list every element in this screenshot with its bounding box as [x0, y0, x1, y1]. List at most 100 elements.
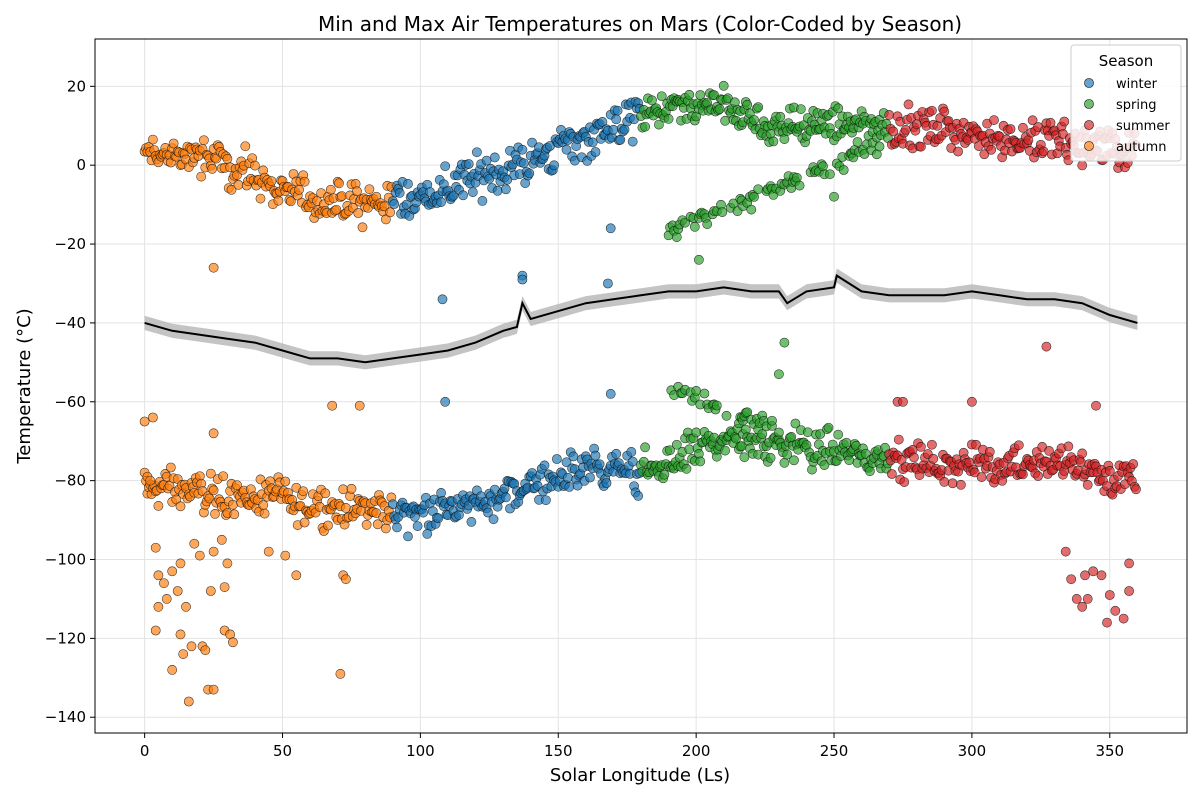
min-temp-point-spring	[731, 433, 741, 444]
max-temp-point-autumn	[207, 163, 218, 174]
mean-line-layer	[144, 274, 1138, 364]
min-temp-point-spring	[789, 455, 799, 466]
legend-marker-autumn	[1084, 141, 1094, 151]
outlier-point-summer	[1102, 617, 1112, 628]
max-temp-point-spring	[779, 134, 790, 144]
min-temp-point-spring	[640, 442, 650, 453]
max-temp-point-winter	[615, 134, 626, 145]
outlier-point-summer	[1041, 341, 1052, 352]
min-temp-point-autumn	[205, 468, 216, 479]
min-temp-point-autumn	[298, 486, 309, 497]
max-temp-point-winter	[611, 114, 622, 125]
min-temp-point-winter	[594, 459, 605, 470]
min-temp-point-spring	[767, 415, 777, 426]
max-temp-point-spring	[852, 137, 863, 147]
min-temp-point-spring	[739, 452, 750, 463]
min-temp-point-autumn	[280, 476, 291, 487]
outlier-point-autumn	[150, 625, 161, 636]
outlier-point-spring	[829, 191, 839, 202]
max-temp-point-spring	[753, 102, 764, 112]
min-temp-point-winter	[466, 517, 477, 527]
max-temp-point-spring	[663, 114, 674, 124]
max-temp-point-autumn	[233, 179, 244, 190]
max-temp-point-spring	[796, 104, 806, 114]
data-points	[139, 80, 1141, 707]
max-temp-point-summer	[953, 146, 963, 157]
max-temp-point-spring	[749, 115, 759, 125]
min-temp-point-summer	[1077, 448, 1088, 459]
y-tick-label: −120	[45, 629, 86, 647]
outlier-point-summer	[1066, 574, 1077, 585]
outlier-point-winter	[605, 389, 616, 399]
max-temp-point-spring	[720, 115, 730, 126]
outlier-point-summer	[1124, 558, 1134, 569]
x-tick-label: 150	[544, 742, 573, 760]
legend-label-winter: winter	[1116, 77, 1158, 92]
outlier-point-autumn	[354, 400, 365, 411]
y-tick-label: −20	[54, 235, 86, 253]
max-temp-point-spring	[874, 141, 885, 152]
min-temp-point-spring	[691, 386, 702, 396]
outlier-point-summer	[1082, 594, 1093, 604]
outlier-point-autumn	[219, 582, 230, 592]
max-temp-point-spring	[714, 104, 725, 114]
min-temp-point-winter	[561, 457, 572, 468]
min-temp-point-winter	[564, 482, 575, 492]
min-temp-point-autumn	[320, 488, 331, 499]
min-temp-point-spring	[659, 469, 670, 480]
min-temp-point-winter	[601, 478, 612, 488]
min-temp-point-spring	[823, 422, 834, 433]
max-temp-point-winter	[467, 187, 478, 197]
min-temp-point-summer	[976, 472, 987, 482]
min-temp-point-summer	[1063, 441, 1074, 452]
legend-label-spring: spring	[1116, 98, 1156, 113]
min-temp-point-summer	[1018, 469, 1028, 480]
outlier-point-autumn	[335, 669, 346, 679]
max-temp-point-summer	[1005, 124, 1016, 134]
outlier-point-autumn	[175, 629, 186, 640]
min-temp-point-autumn	[208, 485, 219, 496]
outlier-point-autumn	[208, 684, 219, 695]
max-temp-point-summer	[1027, 115, 1038, 126]
max-temp-point-winter	[524, 168, 535, 179]
min-temp-point-spring	[774, 427, 784, 438]
outlier-point-summer	[1118, 613, 1129, 624]
outlier-point-summer	[1077, 601, 1088, 612]
min-temp-point-spring	[790, 418, 801, 429]
min-temp-point-summer	[1082, 480, 1093, 490]
min-temp-point-autumn	[341, 503, 351, 513]
outlier-point-autumn	[153, 570, 164, 581]
min-temp-point-summer	[956, 479, 966, 490]
max-temp-point-winter	[561, 144, 572, 155]
min-temp-point-autumn	[299, 517, 310, 528]
max-temp-point-spring	[749, 192, 759, 202]
chart-title: Min and Max Air Temperatures on Mars (Co…	[318, 12, 962, 36]
max-temp-point-autumn	[285, 196, 296, 207]
max-temp-point-autumn	[266, 176, 277, 186]
max-temp-point-spring	[656, 91, 667, 102]
min-temp-point-autumn	[164, 480, 175, 491]
max-temp-point-winter	[389, 199, 400, 209]
max-temp-point-autumn	[294, 184, 304, 195]
max-temp-point-winter	[527, 137, 537, 148]
min-temp-point-summer	[899, 477, 910, 487]
outlier-point-summer	[1110, 605, 1121, 616]
outlier-point-autumn	[139, 416, 150, 427]
max-temp-point-spring	[768, 136, 779, 147]
outlier-point-autumn	[167, 566, 178, 577]
outlier-point-autumn	[186, 641, 197, 652]
outlier-point-autumn	[208, 428, 219, 439]
outlier-point-autumn	[291, 570, 302, 581]
max-temp-point-winter	[518, 158, 529, 169]
min-temp-point-summer	[1044, 446, 1054, 456]
min-temp-point-spring	[699, 388, 710, 399]
min-temp-point-winter	[403, 531, 413, 542]
max-temp-point-winter	[394, 188, 405, 198]
min-temp-point-winter	[568, 451, 579, 462]
legend-title: Season	[1099, 52, 1153, 70]
outlier-point-spring	[774, 369, 784, 380]
min-temp-point-spring	[711, 400, 722, 411]
y-tick-label: −80	[54, 472, 86, 490]
max-temp-point-autumn	[336, 191, 347, 201]
max-temp-point-summer	[1018, 122, 1028, 133]
